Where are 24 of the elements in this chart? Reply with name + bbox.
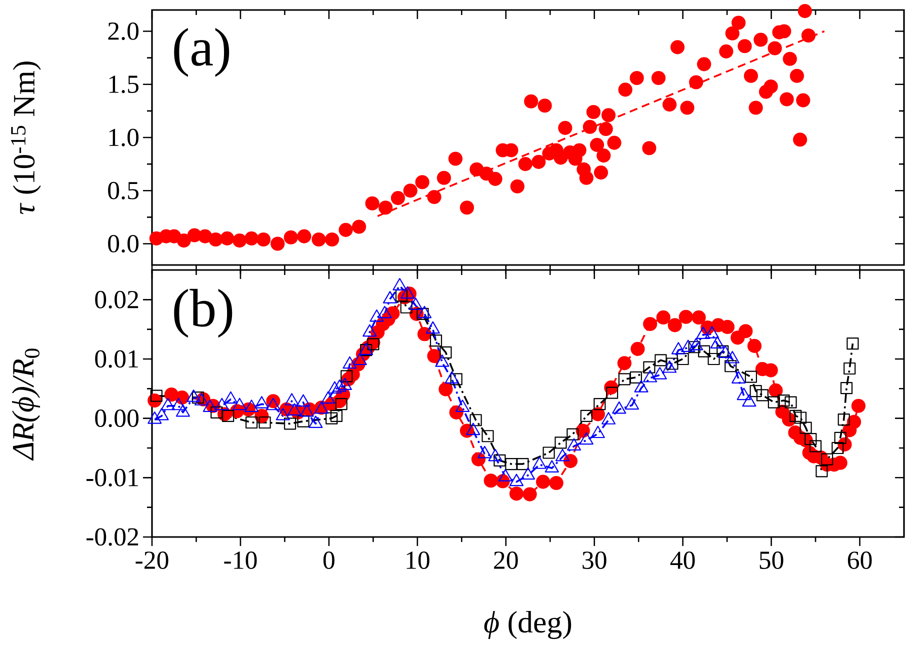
y-tick-label: 0.02 — [95, 290, 138, 308]
x-tick-label: 20 — [494, 552, 518, 569]
y-tick-label: 1.0 — [109, 128, 138, 146]
y-axis-title: τ (10$^{-15}$ Nm) — [11, 62, 41, 214]
x-tick-label: 10 — [406, 552, 430, 569]
annotation: (a) — [174, 28, 230, 77]
x-tick-label: 0 — [323, 552, 334, 569]
y-tick-label: -0.01 — [86, 468, 138, 486]
x-tick-label: 60 — [848, 552, 872, 569]
y-tick-label: 2.0 — [108, 22, 138, 40]
y-tick-label: 0.0 — [108, 234, 138, 253]
y-tick-label: 0.5 — [108, 182, 138, 200]
x-tick-label: 40 — [670, 552, 695, 569]
y-tick-label: 0.00 — [95, 410, 138, 428]
y-axis-title: ΔR(ϕ)/R$_{0}$ — [12, 348, 40, 461]
x-tick-label: -20 — [136, 552, 168, 569]
y-tick-label: 0.01 — [95, 350, 138, 368]
x-axis-title: ϕ (deg) — [484, 610, 572, 640]
x-tick-label: 50 — [760, 552, 784, 569]
x-tick-label: -10 — [224, 552, 257, 569]
x-tick-label: 30 — [582, 552, 606, 569]
annotation: (b) — [174, 288, 232, 338]
y-tick-label: -0.02 — [86, 528, 138, 546]
y-tick-label: 1.5 — [109, 76, 138, 94]
